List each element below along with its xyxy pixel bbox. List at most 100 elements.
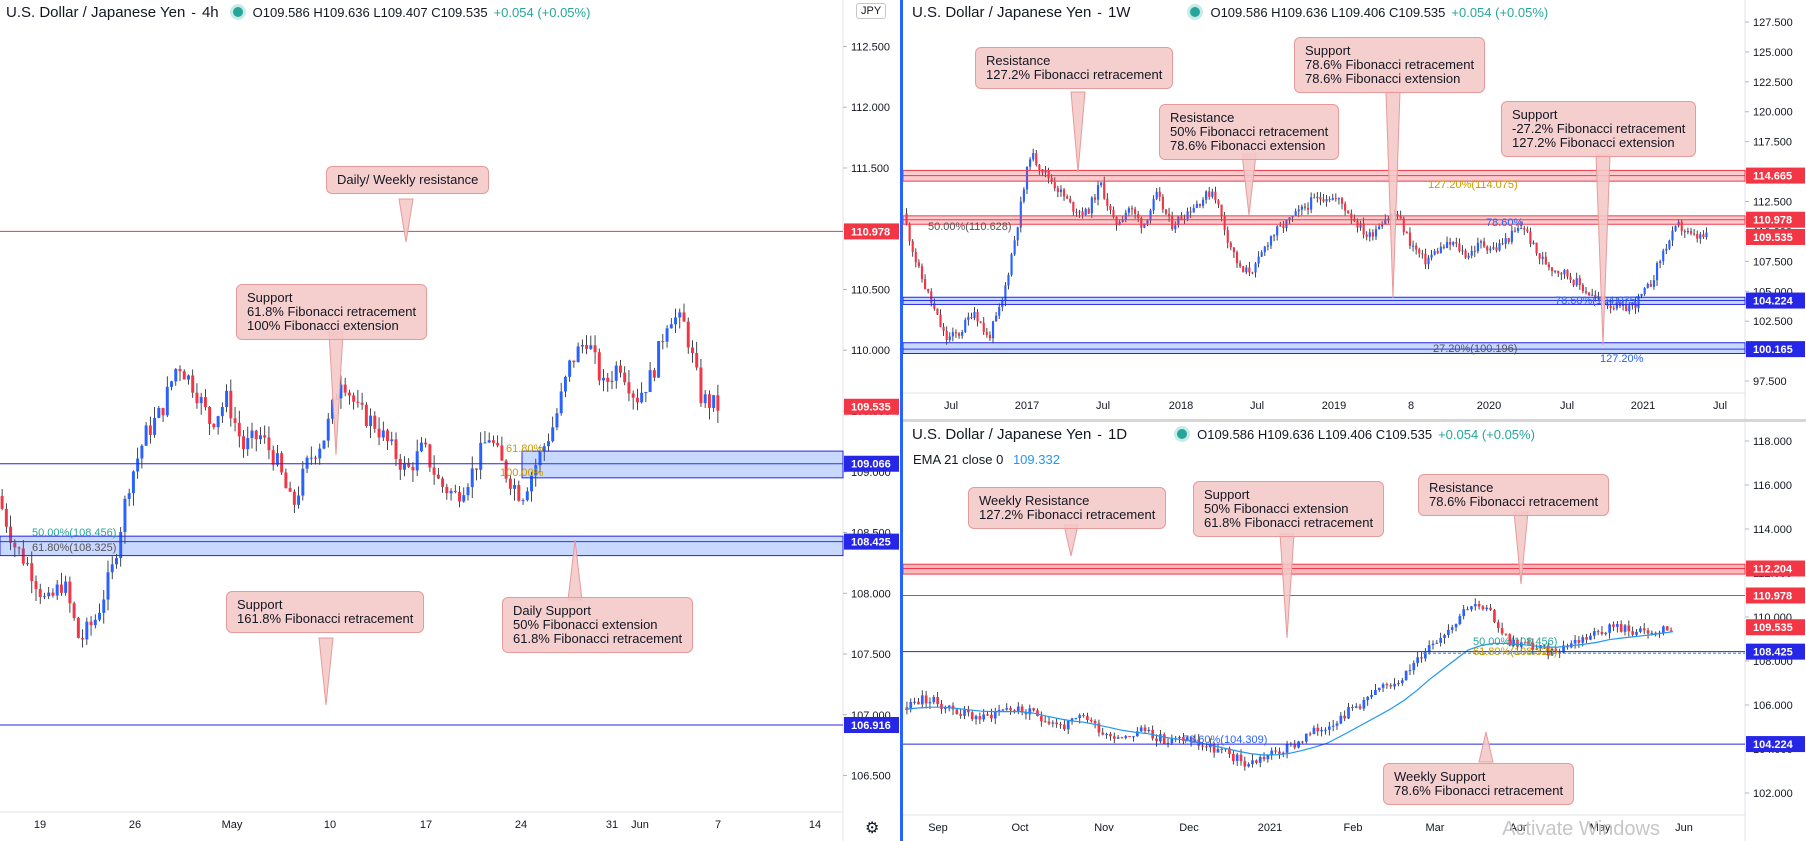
candle-body xyxy=(1255,760,1258,763)
callout-w1-2[interactable]: Support 78.6% Fibonacci retracement 78.6… xyxy=(1294,37,1486,93)
candle-body xyxy=(373,415,377,429)
chart-4h[interactable]: 112.500112.000111.500111.000110.500110.0… xyxy=(0,0,900,841)
pane-splitter-vertical[interactable] xyxy=(900,0,903,841)
price-tick-label: 117.500 xyxy=(1753,137,1792,149)
chart-1w[interactable]: 127.500125.000122.500120.000117.500115.0… xyxy=(903,0,1806,419)
candle xyxy=(924,690,928,709)
candle xyxy=(1612,305,1615,311)
fib-label: 50.00%(110.628) xyxy=(928,221,1012,233)
candle xyxy=(500,436,504,461)
gear-icon[interactable]: ⚙ xyxy=(865,820,880,837)
candle xyxy=(1512,635,1515,647)
pane-splitter-horizontal[interactable] xyxy=(903,419,1806,422)
candle xyxy=(1445,236,1449,249)
callout-h4-3[interactable]: Daily Support 50% Fibonacci extension 61… xyxy=(502,597,694,653)
candle xyxy=(1056,185,1059,198)
time-tick-label: Nov xyxy=(1094,822,1114,834)
pane-1w-header: U.S. Dollar / Japanese Yen - 1W O109.586… xyxy=(912,2,1548,22)
candle xyxy=(34,575,38,601)
callout-d1-0[interactable]: Weekly Resistance 127.2% Fibonacci retra… xyxy=(968,487,1167,529)
candle xyxy=(1343,710,1347,722)
candle xyxy=(1059,185,1063,197)
callout-line: Support xyxy=(1512,107,1558,122)
candle xyxy=(959,708,963,719)
price-badge-label: 108.425 xyxy=(851,537,891,549)
interval-label[interactable]: 1D xyxy=(1107,425,1128,443)
callout-w1-0[interactable]: Resistance 127.2% Fibonacci retracement xyxy=(975,47,1174,89)
candle xyxy=(1274,747,1277,755)
candle-body xyxy=(1625,303,1628,312)
candle-body xyxy=(1573,639,1577,644)
candle-body xyxy=(988,334,992,339)
candle xyxy=(0,489,4,511)
candle-body xyxy=(1339,715,1343,724)
callout-h4-0[interactable]: Daily/ Weekly resistance xyxy=(326,166,490,194)
candle xyxy=(1408,664,1412,676)
price-tick-label: 120.000 xyxy=(1753,107,1793,119)
callout-w1-3[interactable]: Support -27.2% Fibonacci retracement 127… xyxy=(1501,101,1697,157)
candle xyxy=(136,447,140,479)
candle-body xyxy=(1665,248,1668,251)
candle xyxy=(119,527,123,567)
interval-label[interactable]: 4h xyxy=(201,3,219,21)
candle-body xyxy=(1523,642,1527,644)
price-badge-label: 112.204 xyxy=(1753,564,1793,576)
candle-body xyxy=(1496,622,1500,629)
currency-button[interactable]: JPY xyxy=(856,3,887,19)
candle xyxy=(1381,221,1384,229)
candle-body xyxy=(707,394,711,408)
candle-body xyxy=(1074,717,1078,719)
candle-body xyxy=(1070,718,1074,722)
candle xyxy=(263,425,267,444)
callout-h4-2[interactable]: Support 161.8% Fibonacci retracement xyxy=(226,591,425,633)
candle xyxy=(1433,248,1436,256)
candle-body xyxy=(1228,748,1231,755)
candle xyxy=(1569,272,1572,283)
candle-body xyxy=(500,445,504,461)
candle xyxy=(973,306,976,321)
candle xyxy=(411,462,415,483)
candle-body xyxy=(1010,254,1013,275)
chart-1d[interactable]: 118.000116.000114.000112.000110.000108.0… xyxy=(903,422,1806,841)
candle-body xyxy=(398,458,402,470)
candle-body xyxy=(1424,253,1427,265)
candle-body xyxy=(314,457,318,459)
candle xyxy=(1316,723,1320,736)
interval-label[interactable]: 1W xyxy=(1107,3,1131,21)
callout-w1-1[interactable]: Resistance 50% Fibonacci retracement 78.… xyxy=(1159,104,1340,160)
candle-body xyxy=(1093,197,1097,200)
callout-line: 127.2% Fibonacci extension xyxy=(1512,135,1675,150)
candle-body xyxy=(1220,748,1224,750)
callout-d1-3[interactable]: Weekly Support 78.6% Fibonacci retraceme… xyxy=(1383,763,1575,805)
candle-body xyxy=(436,474,440,479)
candle-body xyxy=(686,321,690,348)
ohlc-values: O109.586 H109.636 L109.407 C109.535 xyxy=(252,4,488,20)
pane-1d[interactable]: 118.000116.000114.000112.000110.000108.0… xyxy=(903,422,1806,841)
candle-body xyxy=(538,451,542,466)
callout-d1-2[interactable]: Resistance 78.6% Fibonacci retracement xyxy=(1418,474,1610,516)
callout-h4-1[interactable]: Support 61.8% Fibonacci retracement 100%… xyxy=(236,284,428,340)
pane-1w[interactable]: 127.500125.000122.500120.000117.500115.0… xyxy=(903,0,1806,419)
candle xyxy=(170,380,174,391)
candle-body xyxy=(1247,764,1251,767)
candle xyxy=(1251,271,1254,275)
candle-body xyxy=(1420,657,1423,659)
pane-4h[interactable]: 112.500112.000111.500111.000110.500110.0… xyxy=(0,0,900,841)
candle-body xyxy=(466,487,470,496)
candle xyxy=(1608,623,1611,639)
callout-pointer xyxy=(1279,533,1295,639)
callout-line: Daily/ Weekly resistance xyxy=(337,172,479,187)
candle-body xyxy=(716,395,720,411)
candle xyxy=(970,709,974,722)
candle-body xyxy=(1477,604,1481,607)
candle xyxy=(1024,709,1028,720)
candle-body xyxy=(1319,196,1322,200)
candle-body xyxy=(55,584,59,596)
price-badge-label: 106.916 xyxy=(851,720,891,732)
price-tick-label: 110.000 xyxy=(851,345,890,357)
callout-d1-1[interactable]: Support 50% Fibonacci extension 61.8% Fi… xyxy=(1193,481,1385,537)
ema-legend[interactable]: EMA 21 close 0 109.332 xyxy=(913,452,1060,467)
candle-body xyxy=(589,345,593,349)
candle-body xyxy=(1180,216,1183,220)
candle-body xyxy=(525,491,529,501)
